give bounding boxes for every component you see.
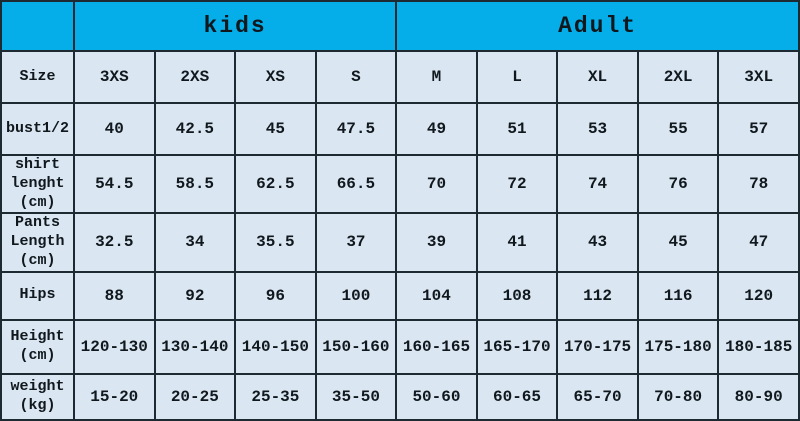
table-row-weight: weight (kg) 15-20 20-25 25-35 35-50 50-60 60-6… [0,372,800,421]
group-header-row: kids Adult [0,0,800,52]
cell-hips-col8: 120 [717,270,800,321]
cell-shirt-length-col3: 66.5 [314,153,398,215]
cell-size-col1: 2XS [153,50,237,104]
cell-size-col6: XL [556,50,639,104]
cell-pants-length-col4: 39 [395,212,478,273]
cell-hips-col4: 104 [395,270,478,321]
table-row-size: Size 3XS 2XS XS S M L XL 2XL 3XL [0,50,800,104]
cell-height-col4: 160-165 [395,318,478,375]
cell-size-col8: 3XL [717,50,800,104]
cell-bust-half-col3: 47.5 [314,102,398,156]
cell-pants-length-col0: 32.5 [73,212,156,273]
cell-hips-col2: 96 [234,270,317,321]
cell-shirt-length-col0: 54.5 [73,153,156,215]
cell-pants-length-col7: 45 [636,212,720,273]
cell-bust-half-col8: 57 [717,102,800,156]
cell-pants-length-col2: 35.5 [234,212,317,273]
cell-weight-col3: 35-50 [314,372,398,421]
cell-size-col7: 2XL [636,50,720,104]
group-header-adult: Adult [395,0,800,52]
cell-height-col1: 130-140 [153,318,237,375]
cell-bust-half-col1: 42.5 [153,102,237,156]
cell-weight-col8: 80-90 [717,372,800,421]
cell-bust-half-col4: 49 [395,102,478,156]
cell-bust-half-col2: 45 [234,102,317,156]
cell-weight-col7: 70-80 [636,372,720,421]
row-label-shirt-length: shirt lenght (cm) [0,153,75,215]
table-row-hips: Hips 88 92 96 100 104 108 112 116 120 [0,270,800,321]
row-label-hips: Hips [0,270,75,321]
cell-hips-col6: 112 [556,270,639,321]
table-row-shirt-length: shirt lenght (cm) 54.5 58.5 62.5 66.5 70 72 74 7… [0,153,800,215]
cell-height-col7: 175-180 [636,318,720,375]
row-label-weight: weight (kg) [0,372,75,421]
cell-shirt-length-col1: 58.5 [153,153,237,215]
cell-hips-col0: 88 [73,270,156,321]
group-header-kids: kids [72,0,398,52]
cell-bust-half-col7: 55 [636,102,720,156]
row-label-bust-half: bust1/2 [0,102,75,156]
cell-weight-col4: 50-60 [395,372,478,421]
cell-hips-col7: 116 [636,270,720,321]
table-row-bust-half: bust1/2 40 42.5 45 47.5 49 51 53 55 57 [0,102,800,156]
cell-size-col0: 3XS [73,50,156,104]
table-row-pants-length: Pants Length (cm) 32.5 34 35.5 37 39 41 43 45 47 [0,212,800,273]
cell-height-col6: 170-175 [556,318,639,375]
cell-weight-col1: 20-25 [153,372,237,421]
cell-height-col2: 140-150 [234,318,317,375]
row-label-height: Height (cm) [0,318,75,375]
cell-pants-length-col1: 34 [153,212,237,273]
cell-bust-half-col0: 40 [73,102,156,156]
row-label-size: Size [0,50,75,104]
cell-height-col3: 150-160 [314,318,398,375]
cell-weight-col5: 60-65 [475,372,559,421]
cell-shirt-length-col7: 76 [636,153,720,215]
cell-pants-length-col8: 47 [717,212,800,273]
cell-size-col4: M [395,50,478,104]
cell-shirt-length-col5: 72 [475,153,559,215]
cell-shirt-length-col2: 62.5 [234,153,317,215]
cell-pants-length-col5: 41 [475,212,559,273]
cell-pants-length-col3: 37 [314,212,398,273]
cell-height-col5: 165-170 [475,318,559,375]
cell-height-col8: 180-185 [717,318,800,375]
corner-cell [0,0,75,52]
cell-hips-col3: 100 [314,270,398,321]
cell-weight-col0: 15-20 [73,372,156,421]
cell-bust-half-col5: 51 [475,102,559,156]
cell-size-col2: XS [234,50,317,104]
cell-weight-col6: 65-70 [556,372,639,421]
cell-size-col5: L [475,50,559,104]
cell-size-col3: S [314,50,398,104]
cell-shirt-length-col8: 78 [717,153,800,215]
cell-height-col0: 120-130 [73,318,156,375]
cell-hips-col1: 92 [153,270,237,321]
cell-hips-col5: 108 [475,270,559,321]
cell-shirt-length-col6: 74 [556,153,639,215]
cell-bust-half-col6: 53 [556,102,639,156]
cell-shirt-length-col4: 70 [395,153,478,215]
cell-pants-length-col6: 43 [556,212,639,273]
cell-weight-col2: 25-35 [234,372,317,421]
row-label-pants-length: Pants Length (cm) [0,212,75,273]
table-row-height: Height (cm) 120-130 130-140 140-150 150-160 1… [0,318,800,375]
